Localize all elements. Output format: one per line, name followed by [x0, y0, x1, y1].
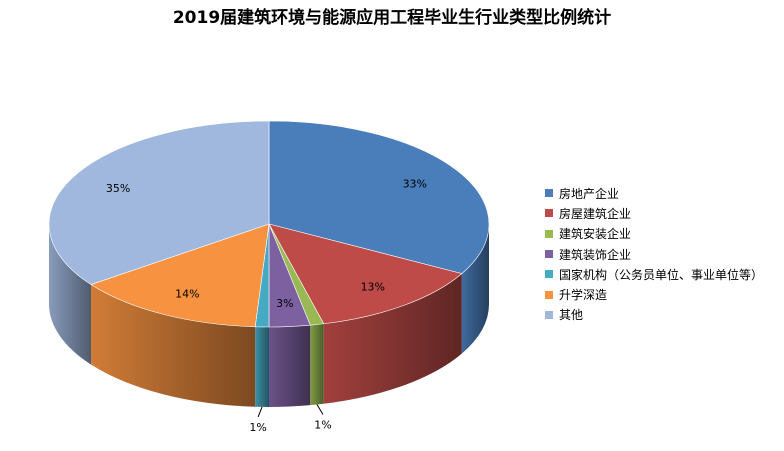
leader-line-2 — [316, 404, 324, 415]
legend-label-2: 建筑安装企业 — [559, 227, 632, 242]
pie-slice-6 — [48, 120, 270, 285]
slice-label-2: 1% — [314, 419, 331, 432]
legend-item-4: 国家机构（公务员单位、事业单位等） — [545, 264, 763, 284]
slice-label-5: 14% — [175, 288, 199, 301]
legend-item-6: 其他 — [545, 305, 763, 325]
legend-label-1: 房屋建筑企业 — [559, 206, 632, 221]
pie-slice-0 — [268, 120, 490, 274]
slice-label-0: 33% — [403, 178, 427, 191]
pie-slice-5 — [90, 223, 270, 328]
pie-side-4 — [255, 326, 269, 407]
slice-label-6: 35% — [106, 182, 130, 195]
legend-label-3: 建筑装饰企业 — [559, 247, 632, 262]
legend-item-1: 房屋建筑企业 — [545, 203, 763, 223]
chart-title: 2019届建筑环境与能源应用工程毕业生行业类型比例统计 — [172, 8, 612, 28]
leader-line-4 — [257, 406, 263, 418]
pie-side-6 — [49, 224, 92, 365]
legend-swatch-1 — [545, 209, 553, 218]
slice-label-3: 3% — [276, 297, 293, 310]
slice-label-1: 13% — [361, 281, 385, 294]
pie-labels: 33% 13% 1% 3% 1% 14% 35% — [106, 178, 427, 434]
legend-item-0: 房地产企业 — [545, 183, 763, 203]
legend-label-4: 国家机构（公务员单位、事业单位等） — [559, 267, 764, 282]
pie-side-2 — [310, 323, 324, 406]
legend-swatch-6 — [545, 310, 553, 319]
legend-swatch-4 — [545, 270, 553, 279]
pie-slice-1 — [268, 223, 463, 325]
pie-side-5 — [91, 284, 256, 407]
legend-label-6: 其他 — [559, 308, 584, 323]
legend-swatch-3 — [545, 250, 553, 259]
legend-label-5: 升学深造 — [559, 288, 608, 303]
legend-swatch-2 — [545, 229, 553, 238]
legend-swatch-0 — [545, 189, 553, 198]
pie-sides — [49, 224, 489, 407]
legend-item-3: 建筑装饰企业 — [545, 244, 763, 264]
pie-side-3 — [269, 325, 311, 407]
legend-item-5: 升学深造 — [545, 284, 763, 304]
pie-side-1 — [323, 273, 462, 404]
slice-label-4: 1% — [249, 421, 266, 434]
legend-item-2: 建筑安装企业 — [545, 224, 763, 244]
legend-swatch-5 — [545, 290, 553, 299]
pie-side-0 — [461, 224, 489, 354]
pie-tops — [48, 120, 490, 328]
legend-label-0: 房地产企业 — [559, 186, 620, 201]
legend: 房地产企业房屋建筑企业 建筑安装企业 建筑装饰企业国家机构（公务员单位、事业单位等）… — [545, 183, 763, 325]
